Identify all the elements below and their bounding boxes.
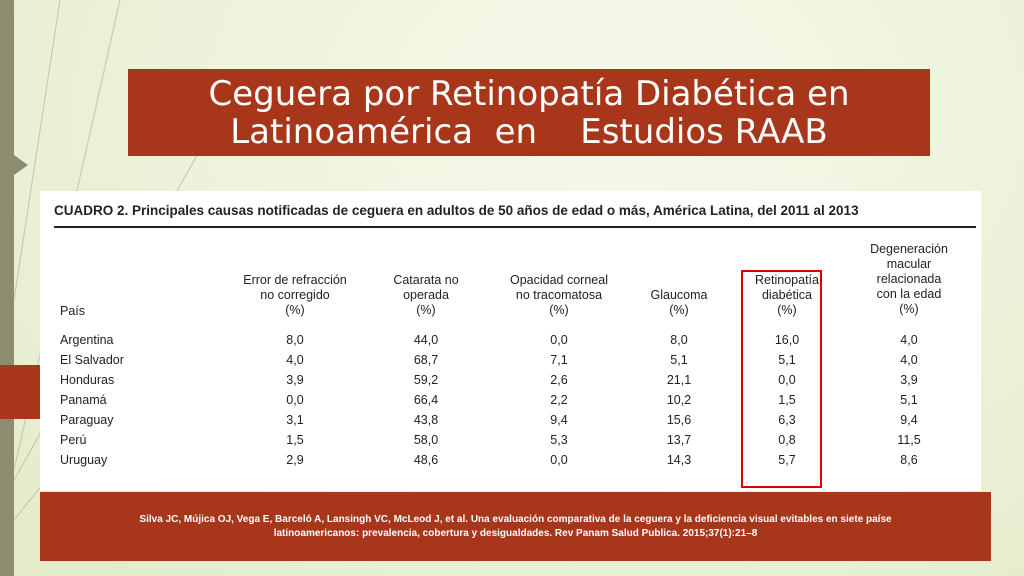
value-cell: 5,1 <box>778 353 796 367</box>
table-caption: CUADRO 2. Principales causas notificadas… <box>54 203 859 218</box>
table-top-rule <box>54 226 976 228</box>
column-header-line: (%) <box>549 302 569 317</box>
left-accent-block <box>0 365 46 419</box>
value-cell: 5,1 <box>900 393 918 407</box>
column-header: Catarata no operada (%) <box>356 273 496 318</box>
value-cell: 0,8 <box>778 433 796 447</box>
value-cell: 43,8 <box>413 413 439 427</box>
value-cell: 11,5 <box>897 433 921 447</box>
column-header-line: (%) <box>416 302 436 317</box>
column-header-country: País <box>60 303 86 318</box>
value-cell: 16,0 <box>774 333 800 347</box>
column-header-line: no corregido <box>260 287 330 302</box>
value-cell: 59,2 <box>413 373 439 387</box>
diabetic-retinopathy-highlight <box>741 270 822 488</box>
value-cell: 2,9 <box>286 453 304 467</box>
value-cell: 2,6 <box>550 373 568 387</box>
column-header-line: con la edad <box>876 286 942 301</box>
column-header-line: relacionada <box>876 271 942 286</box>
value-cell: 9,4 <box>550 413 568 427</box>
column-header-line: operada <box>403 287 449 302</box>
country-cell: Panamá <box>60 393 107 407</box>
citation-box: Silva JC, Mújica OJ, Vega E, Barceló A, … <box>40 492 991 561</box>
value-cell: 58,0 <box>413 433 439 447</box>
column-header: Retinopatía diabética (%) <box>717 273 857 318</box>
value-cell: 6,3 <box>778 413 796 427</box>
value-cell: 3,9 <box>900 373 918 387</box>
value-cell: 7,1 <box>550 353 568 367</box>
column-header-line: (%) <box>777 302 797 317</box>
column-header-line: Degeneración <box>870 241 948 256</box>
left-accent-bar <box>0 0 14 576</box>
column-header-line: Catarata no <box>393 272 459 287</box>
table-panel: CUADRO 2. Principales causas notificadas… <box>40 191 981 491</box>
value-cell: 3,9 <box>286 373 304 387</box>
slide-title-box: Ceguera por Retinopatía Diabética en Lat… <box>128 69 930 156</box>
value-cell: 4,0 <box>286 353 304 367</box>
value-cell: 13,7 <box>666 433 692 447</box>
value-cell: 3,1 <box>286 413 304 427</box>
country-cell: Honduras <box>60 373 115 387</box>
value-cell: 0,0 <box>550 453 568 467</box>
country-cell: Paraguay <box>60 413 114 427</box>
column-header-line: Error de refracción <box>243 272 347 287</box>
value-cell: 2,2 <box>550 393 568 407</box>
value-cell: 14,3 <box>666 453 692 467</box>
column-header: Error de refracción no corregido (%) <box>225 273 365 318</box>
value-cell: 10,2 <box>666 393 692 407</box>
value-cell: 5,1 <box>670 353 688 367</box>
value-cell: 0,0 <box>286 393 304 407</box>
column-header-line: (%) <box>899 301 919 316</box>
value-cell: 0,0 <box>778 373 796 387</box>
value-cell: 8,0 <box>286 333 304 347</box>
value-cell: 0,0 <box>550 333 568 347</box>
column-header: Glaucoma (%) <box>609 288 749 318</box>
value-cell: 4,0 <box>900 333 918 347</box>
column-header-line: Glaucoma <box>650 288 708 302</box>
column-header-line: (%) <box>669 303 689 317</box>
slide-title-line2: Latinoamérica en Estudios RAAB <box>230 111 828 152</box>
country-cell: Uruguay <box>60 453 108 467</box>
value-cell: 1,5 <box>286 433 304 447</box>
column-header-line: (%) <box>285 302 305 317</box>
country-cell: El Salvador <box>60 353 124 367</box>
value-cell: 5,7 <box>778 453 796 467</box>
country-cell: Perú <box>60 433 87 447</box>
value-cell: 48,6 <box>413 453 439 467</box>
value-cell: 8,6 <box>900 453 918 467</box>
column-header-line: Retinopatía <box>755 272 819 287</box>
value-cell: 68,7 <box>413 353 439 367</box>
column-header: Opacidad corneal no tracomatosa (%) <box>489 273 629 318</box>
column-header-line: macular <box>886 256 932 271</box>
value-cell: 1,5 <box>778 393 796 407</box>
slide-title-line1: Ceguera por Retinopatía Diabética en <box>208 73 850 114</box>
value-cell: 66,4 <box>413 393 439 407</box>
value-cell: 4,0 <box>900 353 918 367</box>
country-cell: Argentina <box>60 333 114 347</box>
column-header-line: Opacidad corneal <box>510 272 608 287</box>
value-cell: 9,4 <box>900 413 918 427</box>
value-cell: 44,0 <box>413 333 439 347</box>
citation-line2: latinoamericanos: prevalencia, cobertura… <box>273 527 758 539</box>
arrow-glyph <box>14 155 28 175</box>
value-cell: 21,1 <box>666 373 692 387</box>
column-header: Degeneración macular relacionada con la eda… <box>839 242 979 317</box>
value-cell: 8,0 <box>670 333 688 347</box>
value-cell: 15,6 <box>666 413 692 427</box>
citation-line1: Silva JC, Mújica OJ, Vega E, Barceló A, … <box>139 513 892 525</box>
value-cell: 5,3 <box>550 433 568 447</box>
column-header-line: diabética <box>761 287 813 302</box>
column-header-line: no tracomatosa <box>515 287 603 302</box>
